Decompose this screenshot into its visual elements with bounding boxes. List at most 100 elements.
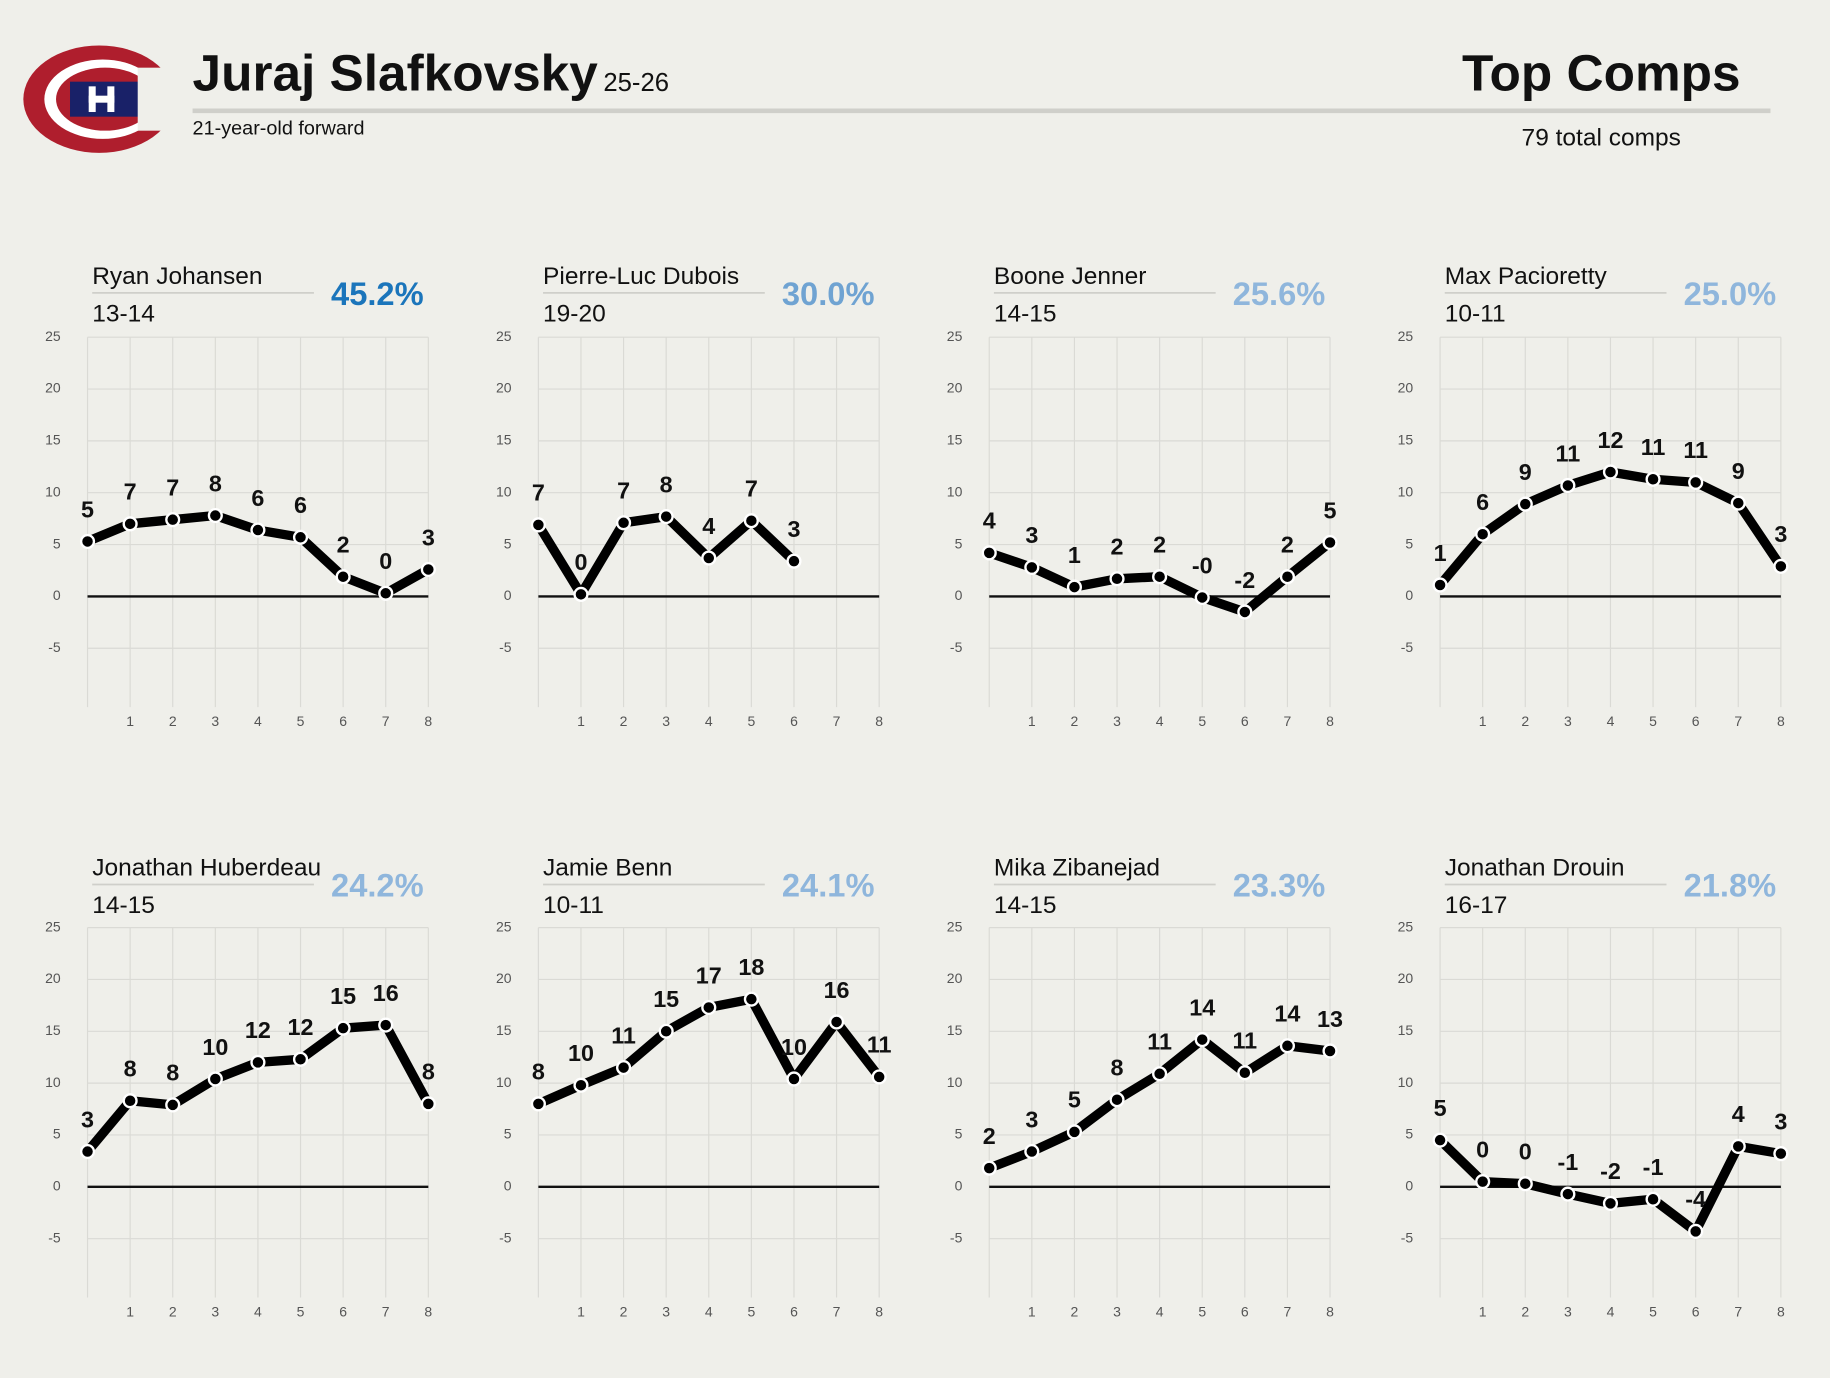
point [1194, 1032, 1210, 1048]
x-tick-label: 4 [254, 1303, 262, 1319]
data-label: 11 [1641, 434, 1666, 460]
point [1066, 579, 1083, 595]
y-tick-label: 10 [496, 1074, 512, 1090]
data-label: 2 [1111, 534, 1124, 560]
data-label: 10 [568, 1040, 594, 1066]
x-tick-label: 8 [1326, 713, 1334, 729]
x-tick-label: 5 [1649, 1303, 1657, 1319]
x-tick-label: 1 [1479, 713, 1487, 729]
point [292, 1051, 309, 1067]
point [1066, 1124, 1083, 1140]
y-tick-label: 5 [955, 535, 963, 551]
data-label: 14 [1189, 994, 1215, 1020]
x-tick-label: 3 [662, 1303, 670, 1319]
point [828, 1014, 845, 1030]
data-label: 3 [1774, 1108, 1787, 1134]
panel-subtitle: 14-15 [994, 892, 1057, 919]
x-tick-label: 2 [169, 1303, 177, 1319]
similarity: 23.3% [1233, 867, 1326, 904]
data-label: 3 [1025, 1106, 1038, 1132]
point [79, 533, 96, 550]
x-tick-label: 4 [1607, 713, 1615, 729]
point [1730, 495, 1746, 511]
y-tick-label: 25 [496, 328, 512, 344]
x-tick-label: 1 [577, 713, 585, 729]
y-tick-label: -5 [950, 639, 963, 655]
x-tick-label: 1 [126, 1303, 134, 1319]
data-label: 11 [611, 1022, 636, 1048]
y-tick-label: 0 [53, 587, 61, 603]
panel-subtitle: 13-14 [92, 301, 155, 328]
similarity: 21.8% [1684, 867, 1777, 904]
data-label: 0 [1476, 1136, 1489, 1162]
point [871, 1069, 887, 1085]
point [530, 517, 546, 533]
y-tick-label: 25 [45, 328, 61, 344]
x-tick-label: 5 [747, 1303, 755, 1319]
similarity: 45.2% [331, 275, 424, 312]
point [786, 553, 802, 569]
y-tick-label: 15 [45, 1022, 61, 1038]
panel-subtitle: 14-15 [92, 892, 155, 919]
point [1560, 477, 1576, 494]
data-label: 17 [696, 962, 722, 988]
x-tick-label: 2 [1521, 1303, 1529, 1319]
point [1024, 1143, 1040, 1160]
point [207, 1071, 223, 1087]
y-tick-label: 5 [53, 1126, 61, 1142]
team-logo [23, 45, 185, 153]
y-tick-label: 15 [1398, 432, 1414, 448]
point [981, 545, 997, 561]
point [335, 569, 351, 585]
x-tick-label: 6 [790, 1303, 798, 1319]
data-label: -4 [1685, 1186, 1706, 1212]
x-tick-label: 1 [1028, 1303, 1036, 1319]
subtitle: 21-year-old forward [193, 118, 365, 140]
point [658, 508, 674, 525]
x-tick-label: 6 [1692, 713, 1700, 729]
x-tick-label: 4 [705, 1303, 713, 1319]
point [1730, 1138, 1746, 1154]
point [1024, 559, 1040, 575]
y-tick-label: 0 [955, 1178, 963, 1194]
y-tick-label: 10 [45, 483, 61, 499]
point [1152, 1066, 1168, 1082]
data-label: 3 [787, 516, 800, 542]
point [1645, 1191, 1661, 1207]
x-tick-label: 3 [1113, 713, 1121, 729]
point [1237, 604, 1253, 620]
x-tick-label: 2 [620, 713, 628, 729]
data-label: -2 [1600, 1158, 1621, 1184]
x-tick-label: 4 [1607, 1303, 1615, 1319]
x-tick-label: 6 [339, 713, 347, 729]
y-tick-label: 20 [947, 970, 963, 986]
x-tick-label: 3 [1564, 713, 1572, 729]
x-tick-label: 1 [577, 1303, 585, 1319]
panel-title: Max Pacioretty [1445, 263, 1608, 290]
point [1773, 558, 1789, 574]
panel-title: Mika Zibanejad [994, 855, 1160, 882]
x-tick-label: 1 [1028, 713, 1036, 729]
data-label: 15 [653, 986, 679, 1012]
y-tick-label: 20 [45, 970, 61, 986]
y-tick-label: 0 [1405, 1178, 1413, 1194]
data-label: 16 [824, 977, 850, 1003]
y-tick-label: -5 [1401, 639, 1414, 655]
x-tick-label: 5 [1198, 713, 1206, 729]
y-tick-label: -5 [1401, 1229, 1414, 1245]
data-label: 11 [1232, 1028, 1257, 1054]
x-tick-label: 7 [833, 1303, 841, 1319]
season: 25-26 [603, 69, 669, 97]
x-tick-label: 8 [424, 713, 432, 729]
x-tick-label: 7 [833, 713, 841, 729]
point [1645, 471, 1661, 487]
x-tick-label: 3 [1113, 1303, 1121, 1319]
data-label: 7 [617, 478, 630, 504]
data-label: 4 [1732, 1101, 1745, 1127]
x-tick-label: 6 [1241, 713, 1249, 729]
data-label: 8 [124, 1056, 137, 1082]
data-label: 5 [1068, 1087, 1081, 1113]
point [701, 550, 717, 566]
y-tick-label: -5 [499, 639, 512, 655]
